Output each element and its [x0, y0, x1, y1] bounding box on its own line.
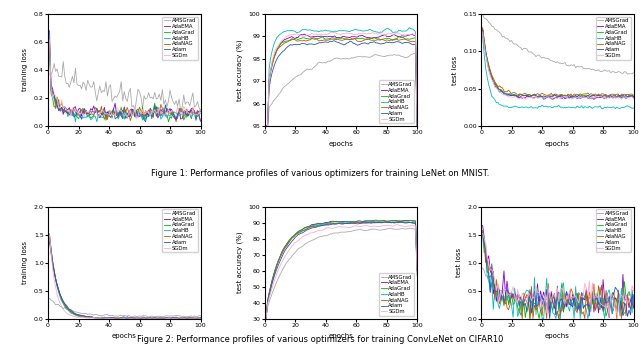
Y-axis label: test accuracy (%): test accuracy (%) [237, 232, 243, 293]
Legend: AMSGrad, AdaEMA, AdaGrad, AdaHB, AdaNAG, Adam, SGDm: AMSGrad, AdaEMA, AdaGrad, AdaHB, AdaNAG,… [379, 80, 415, 123]
X-axis label: epochs: epochs [328, 333, 353, 339]
Legend: AMSGrad, AdaEMA, AdaGrad, AdaHB, AdaNAG, Adam, SGDm: AMSGrad, AdaEMA, AdaGrad, AdaHB, AdaNAG,… [595, 17, 631, 60]
Y-axis label: training loss: training loss [22, 241, 28, 284]
Text: Figure 1: Performance profiles of various optimizers for training LeNet on MNIST: Figure 1: Performance profiles of variou… [151, 169, 489, 178]
Legend: AMSGrad, AdaEMA, AdaGrad, AdaHB, AdaNAG, Adam, SGDm: AMSGrad, AdaEMA, AdaGrad, AdaHB, AdaNAG,… [595, 209, 631, 252]
Y-axis label: training loss: training loss [22, 48, 28, 91]
X-axis label: epochs: epochs [328, 141, 353, 147]
X-axis label: epochs: epochs [112, 141, 137, 147]
Y-axis label: test accuracy (%): test accuracy (%) [237, 39, 243, 101]
X-axis label: epochs: epochs [545, 141, 570, 147]
Legend: AMSGrad, AdaEMA, AdaGrad, AdaHB, AdaNAG, Adam, SGDm: AMSGrad, AdaEMA, AdaGrad, AdaHB, AdaNAG,… [163, 17, 198, 60]
Y-axis label: test loss: test loss [456, 248, 461, 277]
Text: Figure 2: Performance profiles of various optimizers for training ConvLeNet on C: Figure 2: Performance profiles of variou… [137, 335, 503, 344]
Y-axis label: test loss: test loss [452, 55, 458, 85]
Legend: AMSGrad, AdaEMA, AdaGrad, AdaHB, AdaNAG, Adam, SGDm: AMSGrad, AdaEMA, AdaGrad, AdaHB, AdaNAG,… [163, 209, 198, 252]
X-axis label: epochs: epochs [112, 333, 137, 339]
Legend: AMSGrad, AdaEMA, AdaGrad, AdaHB, AdaNAG, Adam, SGDm: AMSGrad, AdaEMA, AdaGrad, AdaHB, AdaNAG,… [379, 273, 415, 316]
X-axis label: epochs: epochs [545, 333, 570, 339]
